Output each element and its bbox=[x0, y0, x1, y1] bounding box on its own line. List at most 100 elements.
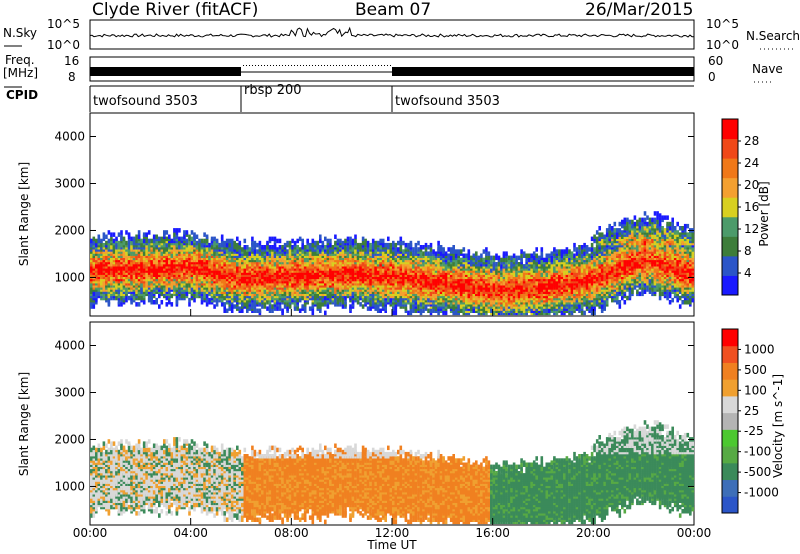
power-cell bbox=[266, 240, 269, 246]
freq-dot bbox=[291, 65, 292, 66]
power-cell bbox=[311, 304, 315, 309]
power-cell bbox=[215, 297, 219, 303]
power-cell bbox=[112, 238, 116, 244]
power-cell bbox=[412, 308, 415, 313]
power-cell bbox=[429, 251, 433, 256]
power-cell bbox=[394, 310, 398, 316]
power-cell bbox=[407, 310, 410, 316]
power-cell bbox=[271, 245, 274, 250]
freq-dot bbox=[288, 65, 289, 66]
power-cell bbox=[291, 238, 294, 244]
power-cell bbox=[193, 297, 196, 303]
power-cell bbox=[485, 255, 488, 261]
power-cell bbox=[485, 251, 488, 256]
power-cell bbox=[495, 253, 498, 258]
power-cell bbox=[364, 238, 367, 244]
power-cell bbox=[422, 308, 425, 313]
power-cell bbox=[268, 236, 272, 242]
power-cell bbox=[142, 300, 146, 305]
power-cell bbox=[434, 306, 438, 311]
power-cell bbox=[90, 304, 93, 309]
power-cell bbox=[407, 251, 410, 256]
power-cell bbox=[278, 245, 282, 250]
power-cell bbox=[251, 247, 254, 252]
power-cell bbox=[319, 234, 322, 239]
power-cell bbox=[419, 308, 423, 313]
power-cell bbox=[120, 234, 123, 239]
power-cell bbox=[107, 230, 111, 235]
freq-dot bbox=[384, 65, 385, 66]
noise-trace bbox=[89, 26, 694, 38]
power-cell bbox=[105, 240, 108, 246]
power-cell bbox=[339, 302, 342, 307]
power-cell bbox=[301, 249, 304, 254]
power-cell bbox=[90, 238, 93, 244]
power-cell bbox=[389, 242, 393, 248]
freq-dot bbox=[360, 65, 361, 66]
power-cell bbox=[117, 240, 121, 246]
power-cell bbox=[361, 240, 365, 246]
power-cell bbox=[449, 247, 453, 252]
power-cell bbox=[308, 306, 312, 311]
power-cell bbox=[150, 238, 153, 244]
power-cell bbox=[490, 255, 493, 261]
power-cell bbox=[100, 238, 103, 244]
power-cell bbox=[288, 240, 292, 246]
power-cell bbox=[409, 251, 413, 256]
freq-dot bbox=[255, 65, 256, 66]
power-cell bbox=[424, 247, 428, 252]
power-cell bbox=[437, 245, 440, 250]
power-cell bbox=[97, 234, 101, 239]
power-cell bbox=[102, 232, 106, 237]
power-cell bbox=[316, 240, 320, 246]
power-cell bbox=[238, 306, 242, 311]
power-cell bbox=[120, 295, 123, 301]
power-cell bbox=[90, 242, 93, 248]
power-cell bbox=[238, 245, 242, 250]
power-cell bbox=[188, 297, 191, 303]
power-cell bbox=[195, 234, 199, 239]
power-cell bbox=[356, 242, 360, 248]
power-cell bbox=[236, 242, 239, 248]
freq-dot bbox=[390, 65, 391, 66]
power-cell bbox=[381, 238, 385, 244]
freq-dot bbox=[381, 65, 382, 66]
power-cell bbox=[492, 255, 496, 261]
power-cell bbox=[397, 302, 400, 307]
power-cell bbox=[341, 240, 345, 246]
power-cell bbox=[248, 306, 252, 311]
power-cell bbox=[175, 234, 179, 239]
power-cell bbox=[110, 295, 113, 301]
power-cell bbox=[205, 302, 209, 307]
power-cell bbox=[470, 259, 473, 265]
power-cell bbox=[175, 228, 179, 233]
power-cell bbox=[243, 238, 247, 244]
freq-dot bbox=[285, 65, 286, 66]
power-cell bbox=[170, 293, 174, 299]
power-cell bbox=[92, 304, 96, 309]
power-cell bbox=[321, 302, 325, 307]
power-cell bbox=[510, 262, 513, 267]
power-cell bbox=[173, 232, 176, 237]
power-cell bbox=[127, 232, 131, 237]
power-cell bbox=[477, 262, 481, 267]
power-cell bbox=[500, 264, 503, 269]
power-cell bbox=[230, 308, 234, 313]
power-cell bbox=[505, 251, 508, 256]
power-cell bbox=[510, 255, 513, 261]
power-cell bbox=[402, 249, 405, 254]
power-cell bbox=[137, 302, 141, 307]
power-cell bbox=[500, 257, 503, 263]
freq-dot bbox=[327, 65, 328, 66]
freq-dot bbox=[297, 65, 298, 66]
power-cell bbox=[95, 238, 98, 244]
power-cell bbox=[170, 302, 174, 307]
freq-dot bbox=[267, 65, 268, 66]
power-cell bbox=[195, 240, 199, 246]
power-cell bbox=[213, 304, 216, 309]
power-cell bbox=[417, 247, 420, 252]
power-cell bbox=[230, 304, 234, 309]
power-cell bbox=[399, 240, 403, 246]
power-cell bbox=[223, 302, 226, 307]
freq-tick-bottom: 8 bbox=[68, 70, 76, 84]
